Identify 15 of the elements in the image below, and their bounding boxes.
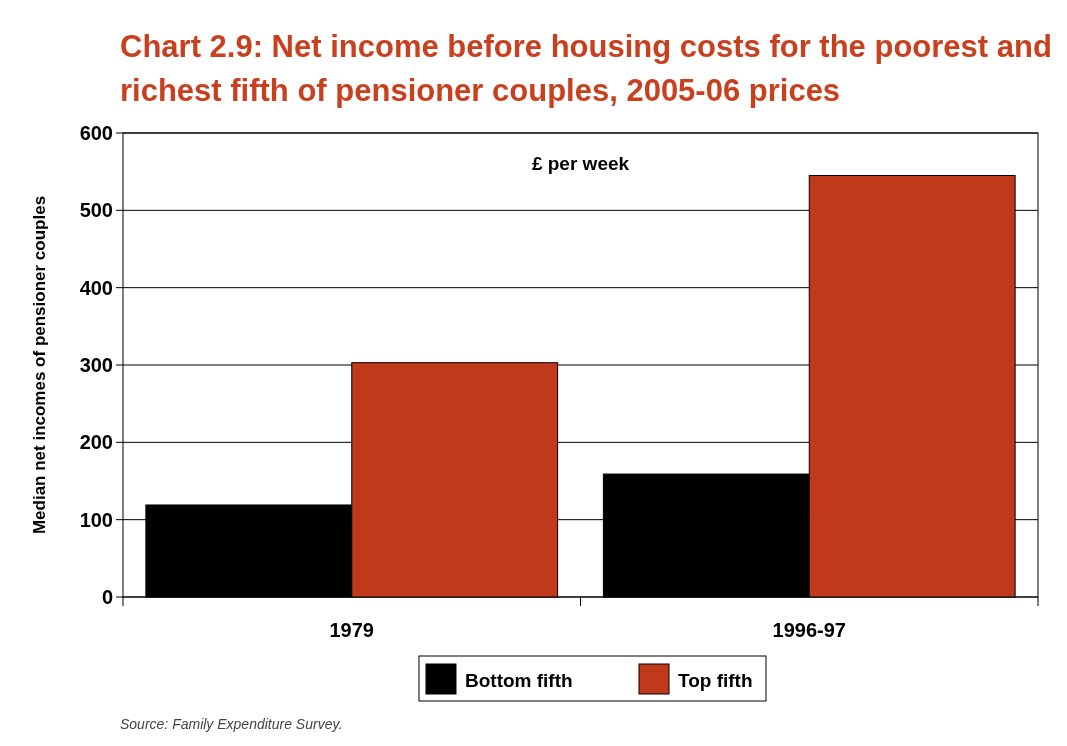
y-tick-label: 100 bbox=[79, 508, 113, 531]
y-tick-label: 500 bbox=[79, 199, 113, 222]
chart-title: Chart 2.9: Net income before housing costs for the poorest and richest fifth of pensioner couples, 2005-06 prices bbox=[120, 29, 1052, 108]
source-note: Source: Family Expenditure Survey. bbox=[120, 716, 343, 732]
y-tick-label: 400 bbox=[79, 276, 113, 299]
x-tick-label: 1979 bbox=[329, 619, 374, 641]
y-tick-label: 600 bbox=[79, 122, 113, 144]
y-tick-label: 0 bbox=[101, 586, 113, 608]
y-tick-label: 300 bbox=[79, 354, 113, 376]
y-axis-title: Median net incomes of pensioner couples bbox=[30, 195, 49, 535]
annotation: £ per week bbox=[531, 153, 630, 174]
y-tick-label: 200 bbox=[79, 431, 113, 454]
legend-label: Bottom fifth bbox=[465, 669, 573, 691]
legend-label: Top fifth bbox=[678, 669, 753, 691]
x-tick-label: 1996-97 bbox=[772, 619, 846, 641]
